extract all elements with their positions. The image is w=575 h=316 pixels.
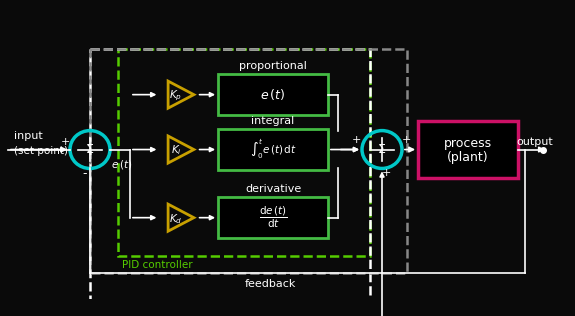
Text: integral: integral <box>251 116 294 126</box>
Text: $\Sigma$: $\Sigma$ <box>86 143 94 156</box>
Text: -: - <box>83 167 87 180</box>
Bar <box>118 49 370 256</box>
Text: $K_i$: $K_i$ <box>171 143 181 157</box>
Bar <box>90 49 407 273</box>
Text: +: + <box>381 168 390 178</box>
Text: feedback: feedback <box>244 279 296 289</box>
Text: +: + <box>351 135 361 145</box>
Text: $e\,(t)$: $e\,(t)$ <box>260 87 286 102</box>
Text: (set point): (set point) <box>14 146 68 156</box>
FancyBboxPatch shape <box>418 121 518 178</box>
Text: +: + <box>60 137 70 147</box>
Text: process: process <box>444 137 492 150</box>
Text: $e\,(t)$: $e\,(t)$ <box>112 158 133 171</box>
Bar <box>90 49 370 314</box>
Text: $K_p$: $K_p$ <box>170 88 182 103</box>
Text: PID controller: PID controller <box>122 260 193 270</box>
FancyBboxPatch shape <box>218 197 328 239</box>
Text: +: + <box>401 135 411 145</box>
Text: $\Sigma$: $\Sigma$ <box>377 143 386 156</box>
Text: proportional: proportional <box>239 61 307 71</box>
Text: input: input <box>14 131 43 141</box>
Text: (plant): (plant) <box>447 151 489 164</box>
Text: derivative: derivative <box>245 184 301 194</box>
FancyBboxPatch shape <box>218 129 328 170</box>
Text: $\int_0^t e\,(t)\,\mathrm{d}t$: $\int_0^t e\,(t)\,\mathrm{d}t$ <box>250 138 297 161</box>
Text: output: output <box>516 137 553 147</box>
FancyBboxPatch shape <box>218 74 328 115</box>
Text: $K_d$: $K_d$ <box>169 212 183 226</box>
Text: $\dfrac{\mathrm{d}e\,(t)}{\mathrm{d}t}$: $\dfrac{\mathrm{d}e\,(t)}{\mathrm{d}t}$ <box>259 205 288 230</box>
